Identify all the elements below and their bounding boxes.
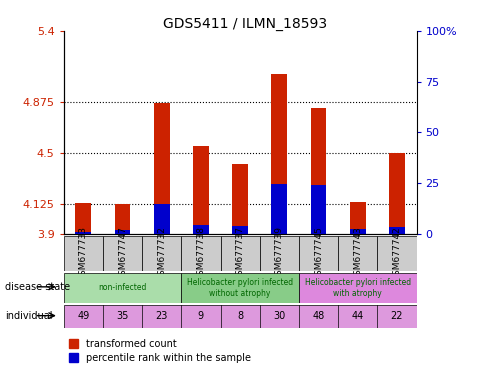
Text: GSM677738: GSM677738 [196, 226, 205, 281]
Bar [350, 229, 366, 234]
Text: 9: 9 [198, 311, 204, 321]
Text: GSM677742: GSM677742 [392, 226, 401, 281]
Text: individual: individual [5, 311, 52, 321]
Bar [142, 236, 181, 271]
Bar [271, 74, 287, 234]
Bar [260, 236, 299, 271]
Text: GSM677743: GSM677743 [353, 226, 362, 281]
Bar [232, 164, 248, 234]
Bar [154, 103, 170, 234]
Bar [338, 236, 377, 271]
Text: GSM677732: GSM677732 [157, 226, 166, 281]
Bar [193, 146, 209, 234]
Text: 30: 30 [273, 311, 285, 321]
Bar [75, 232, 91, 234]
Legend: transformed count, percentile rank within the sample: transformed count, percentile rank withi… [69, 339, 251, 363]
Bar [64, 236, 103, 271]
Bar [377, 236, 416, 271]
Text: GSM677737: GSM677737 [236, 226, 245, 281]
Text: 23: 23 [155, 311, 168, 321]
Bar [193, 225, 209, 234]
Text: 22: 22 [391, 311, 403, 321]
Bar [311, 108, 326, 234]
Text: GSM677745: GSM677745 [314, 226, 323, 281]
Bar [311, 185, 326, 234]
Text: 35: 35 [116, 311, 129, 321]
Text: disease state: disease state [5, 282, 70, 292]
Bar [103, 236, 142, 271]
Bar [220, 236, 260, 271]
Bar [115, 204, 130, 234]
Text: Helicobacter pylori infected
without atrophy: Helicobacter pylori infected without atr… [187, 278, 293, 298]
Text: 49: 49 [77, 311, 89, 321]
Bar [271, 184, 287, 234]
Text: Helicobacter pylori infected
with atrophy: Helicobacter pylori infected with atroph… [305, 278, 411, 298]
Text: GDS5411 / ILMN_18593: GDS5411 / ILMN_18593 [163, 17, 327, 31]
Bar [389, 227, 405, 234]
Bar [154, 204, 170, 234]
Text: non-infected: non-infected [98, 283, 147, 293]
Text: 8: 8 [237, 311, 243, 321]
Bar [115, 230, 130, 234]
Bar [232, 226, 248, 234]
Bar [181, 236, 221, 271]
Bar [75, 203, 91, 234]
Bar [299, 236, 338, 271]
Text: 44: 44 [352, 311, 364, 321]
Bar [299, 273, 416, 303]
Bar [389, 153, 405, 234]
Bar [350, 202, 366, 234]
Text: GSM677739: GSM677739 [275, 226, 284, 281]
Bar [181, 273, 299, 303]
Text: 48: 48 [313, 311, 324, 321]
Text: GSM677733: GSM677733 [79, 226, 88, 281]
Bar [64, 273, 181, 303]
Text: GSM677747: GSM677747 [118, 226, 127, 281]
